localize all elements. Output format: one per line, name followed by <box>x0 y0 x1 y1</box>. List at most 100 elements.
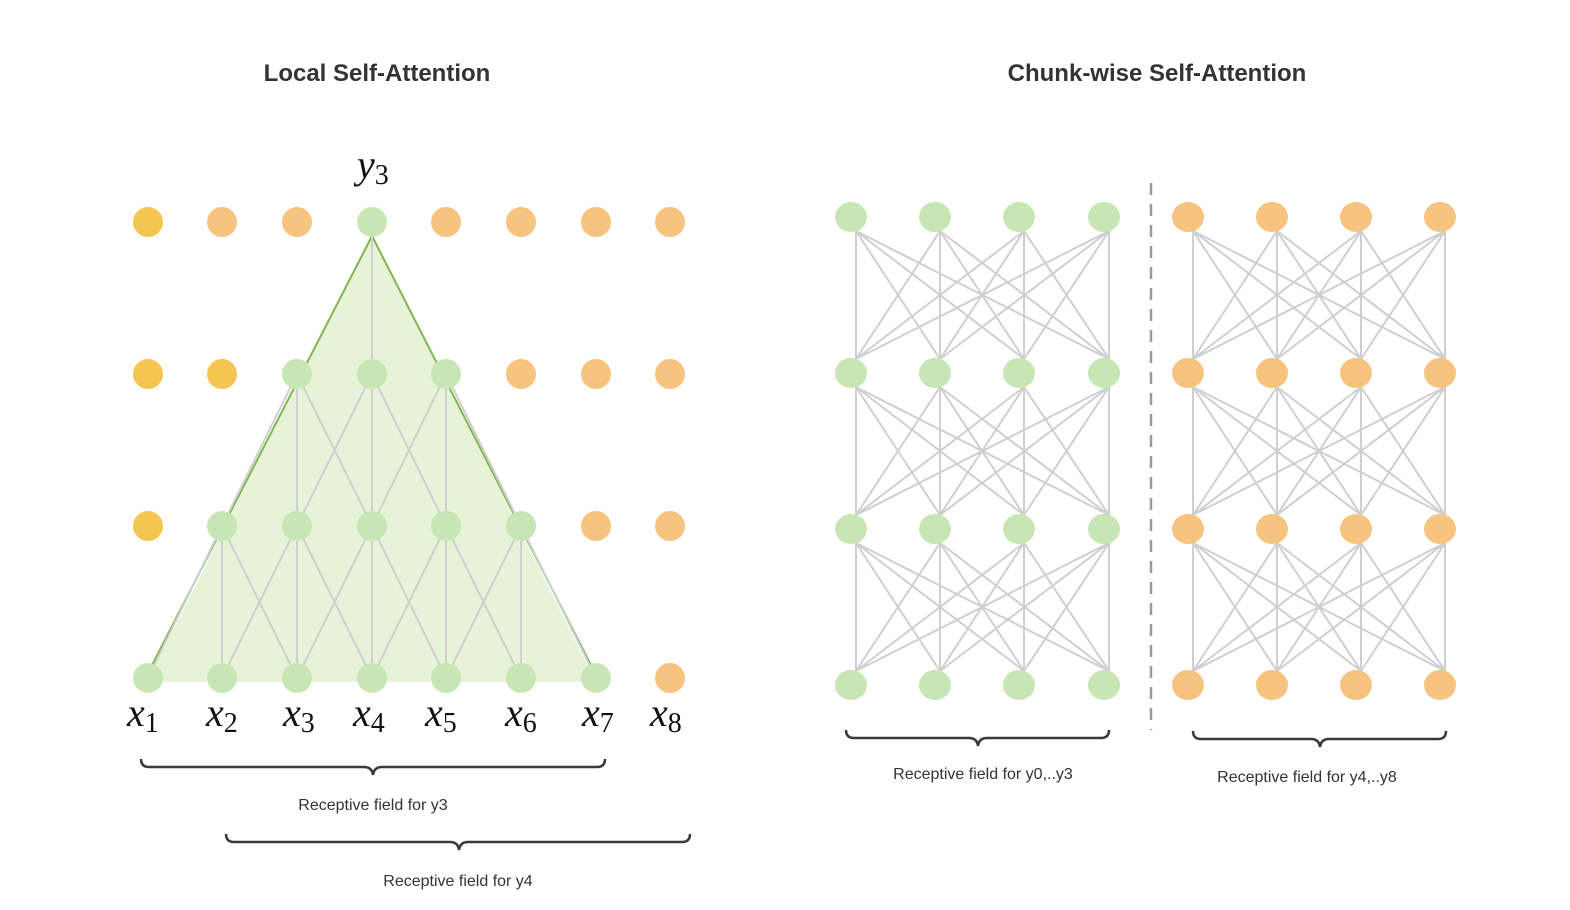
attention-node <box>835 670 867 700</box>
attention-node <box>581 207 611 237</box>
attention-node <box>357 663 387 693</box>
attention-node <box>1256 670 1288 700</box>
input-labels: x1 x2 x3 x4 x5 x6 x7 x8 <box>126 690 682 739</box>
attention-node <box>1340 514 1372 544</box>
attention-edge <box>855 230 1110 360</box>
attention-node <box>919 670 951 700</box>
attention-edge <box>296 525 373 679</box>
attention-edge <box>1023 542 1110 672</box>
attention-edge <box>855 542 1025 672</box>
attention-node <box>1340 202 1372 232</box>
attention-node <box>919 514 951 544</box>
attention-edge <box>939 230 1110 360</box>
attention-node <box>282 207 312 237</box>
attention-node <box>431 511 461 541</box>
attention-node <box>1424 358 1456 388</box>
attention-node <box>919 358 951 388</box>
attention-node <box>581 359 611 389</box>
attention-edge <box>939 386 1110 516</box>
attention-node <box>1256 202 1288 232</box>
attention-edge <box>520 525 597 679</box>
left-panel-title: Local Self-Attention <box>264 60 491 87</box>
attention-edge <box>147 525 223 679</box>
input-label-x2: x2 <box>205 690 238 739</box>
chunk-attention-nodes <box>835 202 1456 700</box>
attention-node <box>133 663 163 693</box>
input-label-x4: x4 <box>352 690 385 739</box>
attention-node <box>655 207 685 237</box>
attention-edge <box>1023 386 1110 516</box>
attention-edge <box>1192 230 1362 360</box>
brace-chunk-1 <box>844 729 1111 747</box>
brace-receptive-field-y3 <box>139 758 607 776</box>
attention-node <box>1088 514 1120 544</box>
attention-node <box>506 359 536 389</box>
attention-node <box>207 207 237 237</box>
brace-receptive-field-y4 <box>224 833 692 851</box>
attention-edge <box>1276 542 1446 672</box>
attention-node <box>282 359 312 389</box>
attention-node <box>133 207 163 237</box>
input-label-x1: x1 <box>126 690 159 739</box>
attention-edge <box>1192 542 1362 672</box>
attention-node <box>1256 358 1288 388</box>
attention-node <box>506 663 536 693</box>
attention-node <box>581 511 611 541</box>
attention-node <box>207 663 237 693</box>
attention-node <box>207 511 237 541</box>
attention-edge <box>855 230 1025 360</box>
attention-node <box>357 511 387 541</box>
local-attention-edges <box>147 222 597 679</box>
attention-node <box>1172 358 1204 388</box>
input-label-x5: x5 <box>424 690 457 739</box>
attention-edge <box>855 386 941 516</box>
attention-edge <box>445 373 522 527</box>
attention-edge <box>1023 230 1110 360</box>
attention-edge <box>221 373 298 527</box>
attention-edge <box>1192 542 1446 672</box>
attention-node <box>506 511 536 541</box>
attention-node <box>1340 358 1372 388</box>
caption-chunk-1: Receptive field for y0,..y3 <box>893 766 1073 783</box>
attention-node <box>1172 202 1204 232</box>
attention-node <box>835 358 867 388</box>
input-label-x6: x6 <box>504 690 537 739</box>
attention-edge <box>1192 386 1362 516</box>
output-label-y3: y3 <box>353 142 389 191</box>
attention-node <box>581 663 611 693</box>
attention-node <box>1003 202 1035 232</box>
attention-edge <box>1276 230 1446 360</box>
attention-edge <box>1192 230 1446 360</box>
attention-edge <box>855 386 1025 516</box>
input-label-x8: x8 <box>649 690 682 739</box>
attention-node <box>357 207 387 237</box>
attention-edge <box>221 525 298 679</box>
attention-node <box>431 359 461 389</box>
input-label-x7: x7 <box>581 690 614 739</box>
attention-node <box>1424 202 1456 232</box>
attention-edge <box>1192 542 1278 672</box>
attention-node <box>1003 514 1035 544</box>
attention-edge <box>1360 386 1446 516</box>
attention-node <box>207 359 237 389</box>
attention-edge <box>855 542 1110 672</box>
attention-node <box>1256 514 1288 544</box>
attention-edge <box>296 373 373 527</box>
caption-receptive-field-y4: Receptive field for y4 <box>383 873 533 890</box>
attention-edge <box>371 373 447 527</box>
attention-node <box>1424 514 1456 544</box>
brace-chunk-2 <box>1191 730 1448 748</box>
attention-edge <box>855 542 941 672</box>
attention-node <box>506 207 536 237</box>
attention-node <box>655 511 685 541</box>
attention-node <box>1172 670 1204 700</box>
attention-edge <box>1192 386 1278 516</box>
attention-edge <box>939 542 1110 672</box>
attention-edge <box>445 525 522 679</box>
attention-node <box>835 202 867 232</box>
local-attention-nodes <box>133 207 685 693</box>
attention-node <box>1003 670 1035 700</box>
input-label-x3: x3 <box>282 690 315 739</box>
attention-node <box>655 663 685 693</box>
